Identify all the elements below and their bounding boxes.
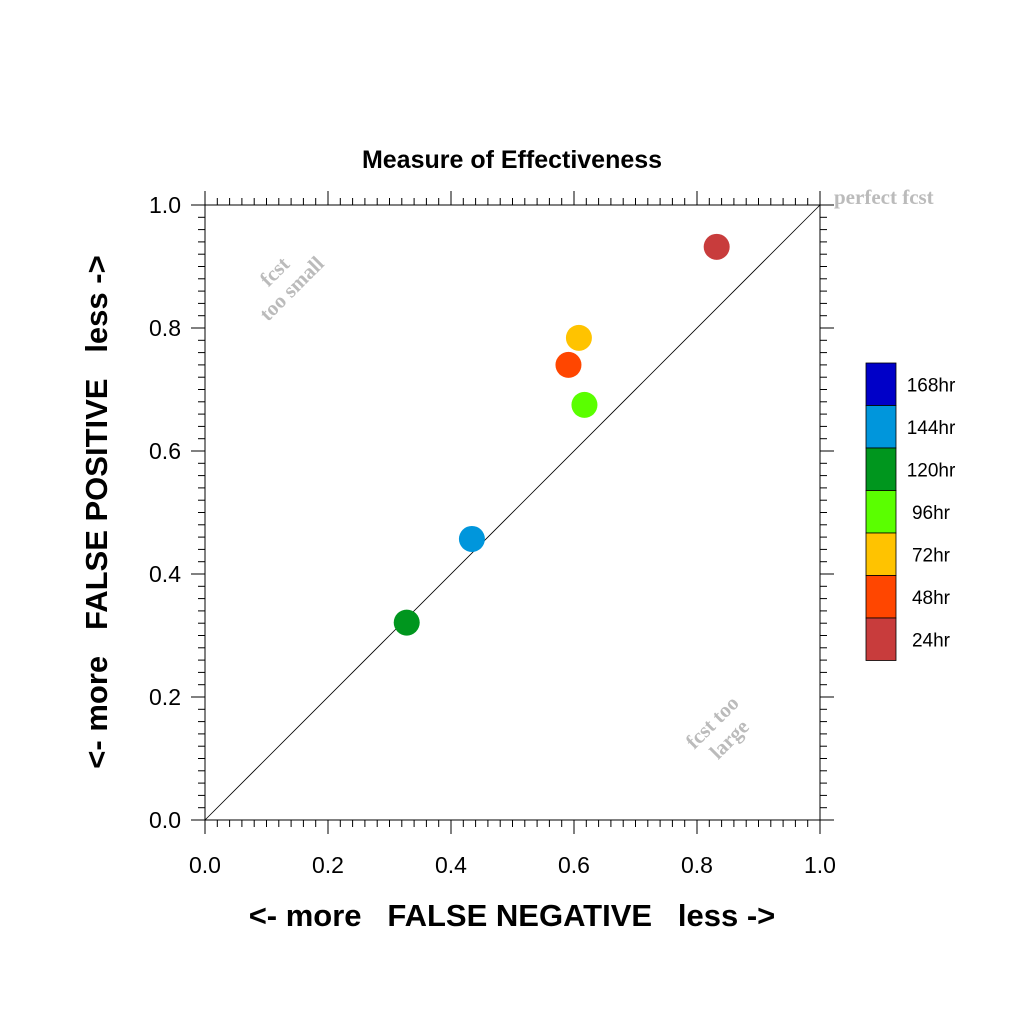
legend-label-144hr: 144hr [907, 418, 956, 439]
data-point-96hr [571, 391, 598, 418]
legend-swatch-72hr [865, 532, 897, 576]
x-axis-label: <- more FALSE NEGATIVE less -> [249, 898, 776, 933]
x-tick-label: 0.4 [435, 852, 467, 878]
annotation-perfect-fcst: perfect fcst [834, 185, 934, 209]
y-tick-label: 0.6 [149, 438, 181, 464]
legend-label-48hr: 48hr [912, 588, 951, 609]
chart-title: Measure of Effectiveness [362, 146, 662, 174]
data-point-120hr [393, 609, 420, 636]
legend-label-24hr: 24hr [912, 630, 951, 651]
axis-ticks [191, 191, 834, 834]
annotation-fcst-too-small: fcst too small [254, 251, 328, 325]
legend-swatch-120hr [865, 447, 897, 491]
y-tick-label: 0.2 [149, 684, 181, 710]
y-tick-label: 0.8 [149, 315, 181, 341]
x-tick-label: 0.2 [312, 852, 344, 878]
data-point-24hr [703, 233, 730, 260]
annotation-fcst-too-large: fcst too large [681, 691, 754, 764]
data-point-72hr [565, 324, 592, 351]
legend-swatch-48hr [865, 575, 897, 619]
data-points [393, 233, 730, 636]
legend-swatch-24hr [865, 617, 897, 661]
y-tick-label: 1.0 [149, 192, 181, 218]
x-tick-label: 0.8 [681, 852, 713, 878]
legend-swatch-144hr [865, 405, 897, 449]
y-tick-label: 0.0 [149, 807, 181, 833]
perfect-forecast-diagonal [204, 204, 821, 821]
legend-label-72hr: 72hr [912, 545, 951, 566]
legend-label-168hr: 168hr [907, 375, 956, 396]
y-axis-label: <- more FALSE POSITIVE less -> [79, 255, 114, 768]
axis-tick-labels: 0.0 0.2 0.4 0.6 0.8 1.0 0.0 0.2 0.4 0.6 0.8 1.0 [149, 192, 836, 878]
data-point-48hr [555, 351, 582, 378]
x-tick-label: 1.0 [804, 852, 836, 878]
legend-label-120hr: 120hr [907, 460, 956, 481]
x-tick-label: 0.6 [558, 852, 590, 878]
x-tick-label: 0.0 [189, 852, 221, 878]
data-point-144hr [458, 525, 485, 552]
legend-swatch-168hr [865, 362, 897, 406]
legend-swatch-96hr [865, 490, 897, 534]
legend: 168hr 144hr 120hr 96hr 72hr 48hr 24hr [865, 362, 956, 661]
y-tick-label: 0.4 [149, 561, 181, 587]
legend-label-96hr: 96hr [912, 503, 951, 524]
